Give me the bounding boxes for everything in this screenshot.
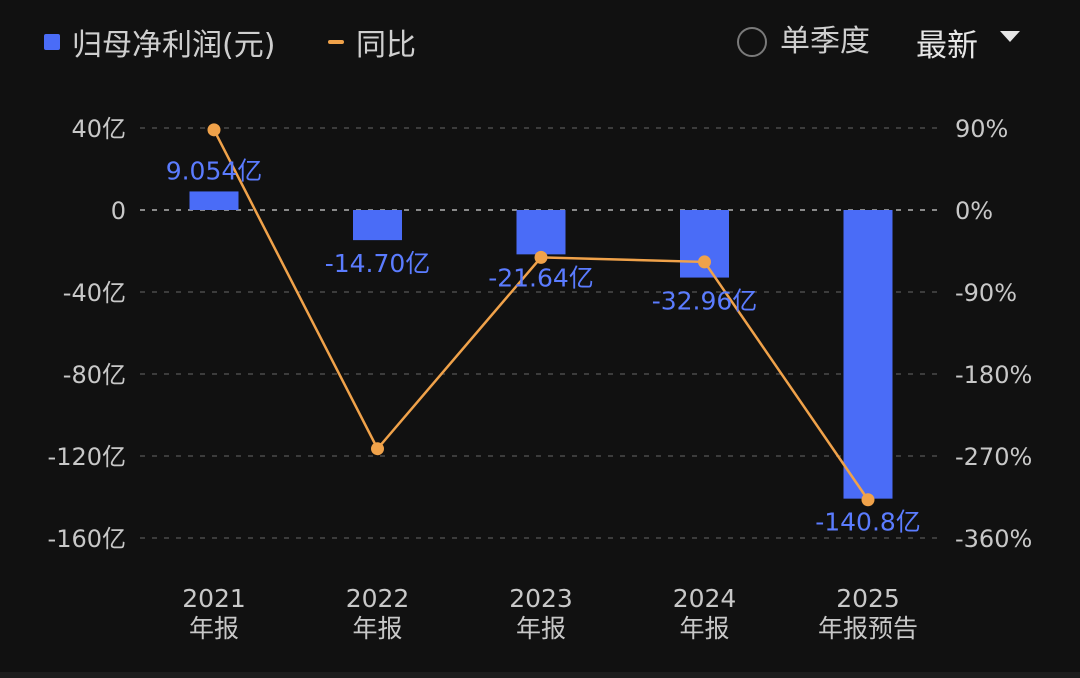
x-axis-year-label: 2023	[509, 584, 573, 613]
legend-net-profit-label: 归母净利润(元)	[72, 28, 276, 63]
right-axis-tick-label: -90%	[955, 279, 1017, 307]
left-axis-tick-label: 0	[111, 197, 126, 225]
right-axis-tick-label: 90%	[955, 115, 1008, 143]
right-axis-tick-label: -180%	[955, 361, 1032, 389]
x-axis-year-label: 2021	[182, 584, 246, 613]
chart-toolbar: 归母净利润(元) 同比 单季度 最新	[0, 0, 1080, 86]
x-axis-report-label: 年报	[679, 614, 729, 643]
legend-bar-swatch	[44, 34, 60, 50]
legend-item-yoy[interactable]: 同比	[328, 20, 416, 64]
x-axis-report-label: 年报	[189, 614, 239, 643]
yoy-point	[371, 442, 384, 456]
x-axis-report-label: 年报预告	[818, 614, 918, 643]
left-axis-tick-label: -120亿	[48, 443, 126, 471]
bottom-edge	[0, 672, 1080, 678]
x-axis-report-label: 年报	[516, 614, 566, 643]
left-axis-tick-label: -80亿	[63, 361, 126, 389]
yoy-point	[861, 493, 875, 507]
bar	[843, 210, 893, 499]
x-axis-report-label: 年报	[352, 614, 402, 643]
bar	[516, 210, 566, 255]
bar-data-label: -140.8亿	[815, 508, 921, 537]
bar	[189, 191, 239, 210]
left-axis-tick-label: -160亿	[48, 525, 126, 553]
legend-item-net-profit[interactable]: 归母净利润(元)	[44, 20, 275, 64]
left-axis-tick-label: 40亿	[71, 115, 126, 143]
period-dropdown-label: 最新	[916, 27, 978, 64]
chevron-down-icon	[1000, 30, 1020, 42]
yoy-line	[212, 129, 870, 501]
yoy-point	[534, 250, 548, 264]
bar-data-label: -14.70亿	[325, 249, 431, 278]
single-quarter-radio[interactable]	[737, 27, 767, 57]
x-axis-year-label: 2025	[836, 584, 900, 613]
period-dropdown[interactable]: 最新	[916, 18, 1020, 66]
bar-data-label: 9.054亿	[166, 156, 263, 185]
bar-data-label: -21.64亿	[488, 263, 594, 292]
x-axis-year-label: 2024	[673, 584, 737, 613]
x-axis-year-label: 2022	[346, 584, 410, 613]
bar-data-label: -32.96亿	[652, 287, 758, 316]
right-axis-tick-label: -270%	[955, 443, 1032, 471]
legend-yoy-label: 同比	[356, 28, 416, 63]
right-axis-tick-label: 0%	[955, 197, 993, 225]
legend-line-swatch	[328, 40, 344, 44]
right-axis-tick-label: -360%	[955, 525, 1032, 553]
single-quarter-label[interactable]: 单季度	[780, 24, 870, 59]
bar	[353, 210, 402, 241]
yoy-point	[207, 123, 221, 137]
yoy-point	[698, 255, 711, 269]
left-axis-tick-label: -40亿	[63, 279, 126, 307]
